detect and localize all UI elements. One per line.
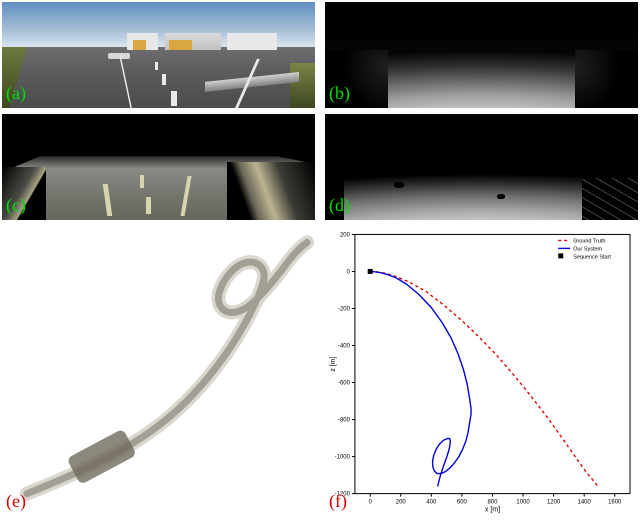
- svg-text:400: 400: [426, 500, 437, 506]
- panel-d-ground-depth: (d): [325, 114, 638, 220]
- svg-text:0: 0: [347, 269, 351, 275]
- svg-text:-800: -800: [338, 418, 351, 424]
- svg-text:x [m]: x [m]: [485, 507, 500, 514]
- svg-text:800: 800: [487, 500, 498, 506]
- ground-texture-right: [227, 162, 315, 220]
- svg-text:-200: -200: [338, 306, 351, 312]
- lane-dash: [146, 197, 151, 214]
- panel-label-e: (e): [6, 491, 26, 512]
- lane-dash: [155, 62, 158, 69]
- svg-text:1600: 1600: [608, 500, 622, 506]
- grass-right: [290, 63, 315, 108]
- panel-f-trajectory-plot: 02004006008001000120014001600-1200-1000-…: [325, 226, 638, 516]
- lane-dash: [171, 91, 177, 106]
- depth-noise-right: [582, 178, 638, 220]
- trajectory-svg: 02004006008001000120014001600-1200-1000-…: [325, 226, 638, 516]
- building-2: [165, 33, 221, 50]
- lane-dash: [140, 175, 144, 188]
- svg-text:-400: -400: [338, 344, 351, 350]
- svg-text:-1000: -1000: [335, 455, 351, 461]
- svg-text:0: 0: [369, 500, 373, 506]
- panel-a-rgb-highway: (a): [2, 2, 315, 108]
- depth-hole: [497, 194, 505, 199]
- svg-text:Our System: Our System: [573, 246, 602, 252]
- panel-label-a: (a): [6, 83, 26, 104]
- svg-text:Sequence Start: Sequence Start: [573, 254, 611, 260]
- map-svg: [2, 226, 315, 516]
- figure-grid: (a) (b) (c) (d) (e) 02004006008001000120: [0, 0, 640, 523]
- svg-text:Ground Truth: Ground Truth: [573, 238, 605, 244]
- panel-c-ground-rgb: (c): [2, 114, 315, 220]
- svg-text:1200: 1200: [547, 500, 561, 506]
- svg-text:200: 200: [396, 500, 407, 506]
- panel-e-reconstructed-map: (e): [2, 226, 315, 516]
- depth-hole: [394, 182, 404, 188]
- svg-text:1000: 1000: [516, 500, 530, 506]
- depth-occluder-right: [575, 50, 638, 108]
- building-1: [127, 33, 158, 50]
- panel-label-f: (f): [329, 491, 347, 512]
- panel-label-d: (d): [329, 195, 350, 216]
- panel-label-b: (b): [329, 83, 350, 104]
- svg-text:z [m]: z [m]: [330, 356, 337, 371]
- lane-dash: [162, 74, 166, 85]
- building-3: [227, 33, 277, 50]
- svg-text:-600: -600: [338, 381, 351, 387]
- svg-text:600: 600: [457, 500, 468, 506]
- svg-text:1400: 1400: [578, 500, 592, 506]
- depth-sky-black: [325, 2, 638, 39]
- panel-label-c: (c): [6, 195, 26, 216]
- svg-text:200: 200: [340, 232, 351, 238]
- panel-b-depth-full: (b): [325, 2, 638, 108]
